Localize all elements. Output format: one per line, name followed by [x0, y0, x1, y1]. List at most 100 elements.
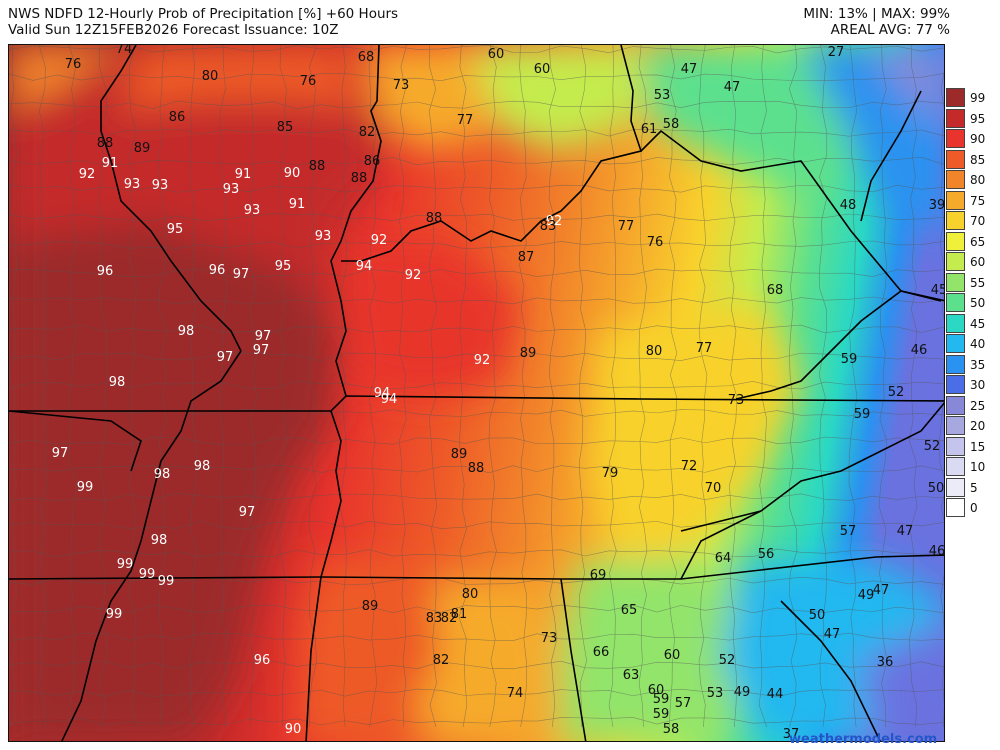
value-label: 96: [97, 264, 114, 279]
value-label: 64: [715, 551, 732, 566]
value-label: 99: [106, 607, 123, 622]
value-label: 82: [433, 653, 450, 668]
value-label: 46: [911, 343, 928, 358]
value-label: 65: [621, 603, 638, 618]
value-label: 90: [284, 166, 301, 181]
county-grid: [9, 45, 944, 728]
legend-swatch-55: [946, 272, 965, 292]
legend-swatch-10: [946, 457, 965, 476]
value-label: 80: [462, 587, 479, 602]
value-label: 63: [623, 668, 640, 683]
value-label: 69: [590, 568, 607, 583]
value-label: 99: [158, 574, 175, 589]
legend-swatch-90: [946, 129, 965, 148]
min-max-readout: MIN: 13% | MAX: 99%: [803, 6, 950, 22]
value-label: 98: [178, 324, 195, 339]
value-label: 68: [358, 50, 375, 65]
legend-swatch-99: [946, 88, 965, 107]
legend-label-70: 70: [970, 214, 986, 228]
value-label: 88: [309, 159, 326, 174]
legend-swatch-65: [946, 231, 965, 251]
valid-time-line: Valid Sun 12Z15FEB2026 Forecast Issuance…: [8, 22, 339, 38]
legend-swatch-0: [946, 498, 965, 517]
value-label: 97: [233, 267, 250, 282]
legend-swatch-60: [946, 252, 965, 271]
map-panel[interactable]: 74 68 60 27 76 60 47 80 76 73 47 53 86 77 85 82 61 58 88 89…: [8, 44, 945, 742]
value-label: 72: [681, 459, 698, 474]
value-label: 80: [202, 69, 219, 84]
value-label: 68: [767, 283, 784, 298]
legend-label-50: 50: [970, 296, 986, 310]
value-label: 99: [77, 480, 94, 495]
watermark: weathermodels.com: [789, 732, 938, 747]
legend-label-35: 35: [970, 357, 986, 372]
value-label: 91: [235, 167, 252, 182]
value-label: 56: [758, 547, 775, 562]
value-label: 37: [783, 727, 800, 742]
value-label: 91: [102, 156, 119, 171]
value-label: 96: [254, 653, 271, 668]
value-label: 45: [931, 283, 945, 298]
value-label: 73: [728, 393, 745, 408]
legend-label-75: 75: [970, 193, 986, 208]
value-label: 76: [300, 74, 317, 89]
value-label: 88: [351, 171, 368, 186]
value-label: 73: [393, 78, 410, 93]
color-legend: 99 95 90 85 80 75 70 65 60 55 50 45 40 35 30 25 20 15 10 5 0: [946, 88, 985, 528]
value-label: 46: [929, 544, 945, 559]
value-label: 92: [79, 167, 96, 182]
value-label: 93: [124, 177, 141, 192]
legend-label-80: 80: [970, 173, 986, 187]
value-label: 60: [488, 47, 505, 62]
legend-swatch-25: [946, 395, 965, 415]
legend-swatch-95: [946, 108, 965, 128]
legend-label-5: 5: [970, 480, 978, 495]
value-label: 81: [451, 607, 468, 622]
value-label: 87: [518, 250, 535, 265]
value-label: 77: [618, 219, 635, 234]
legend-label-95: 95: [970, 111, 986, 126]
legend-label-85: 85: [970, 152, 986, 167]
value-label: 94: [381, 392, 398, 407]
value-label: 47: [897, 524, 914, 539]
map-title: NWS NDFD 12-Hourly Prob of Precipitation…: [8, 6, 399, 22]
value-label: 95: [275, 259, 292, 274]
value-label: 88: [426, 211, 443, 226]
value-label: 59: [854, 407, 871, 422]
legend-swatch-5: [946, 477, 965, 497]
value-label: 88: [468, 461, 485, 476]
value-label: 39: [929, 198, 945, 213]
legend-swatch-85: [946, 149, 965, 169]
legend-label-10: 10: [970, 460, 986, 474]
value-label: 57: [675, 696, 692, 711]
value-label: 53: [707, 686, 724, 701]
value-label: 74: [507, 686, 524, 701]
value-label: 89: [134, 141, 151, 156]
value-label: 52: [719, 653, 736, 668]
legend-swatch-15: [946, 436, 965, 456]
value-label: 47: [824, 627, 841, 642]
value-label: 49: [858, 588, 875, 603]
value-label: 93: [152, 178, 169, 193]
value-label: 58: [663, 117, 680, 132]
value-label: 36: [877, 655, 894, 670]
value-label: 99: [139, 567, 156, 582]
header: NWS NDFD 12-Hourly Prob of Precipitation…: [0, 0, 1000, 44]
legend-label-25: 25: [970, 398, 986, 413]
value-label: 83: [426, 611, 443, 626]
value-label: 89: [520, 346, 537, 361]
legend-swatch-80: [946, 170, 965, 189]
areal-average-readout: AREAL AVG: 77 %: [830, 22, 950, 38]
value-label: 58: [663, 722, 680, 737]
legend-label-0: 0: [970, 501, 978, 515]
value-label: 44: [767, 687, 784, 702]
value-label: 49: [734, 685, 751, 700]
legend-swatch-50: [946, 293, 965, 312]
legend-label-20: 20: [970, 419, 986, 433]
value-label: 88: [97, 136, 114, 151]
value-label: 47: [681, 62, 698, 77]
value-label: 66: [593, 645, 610, 660]
value-label: 86: [169, 110, 186, 125]
